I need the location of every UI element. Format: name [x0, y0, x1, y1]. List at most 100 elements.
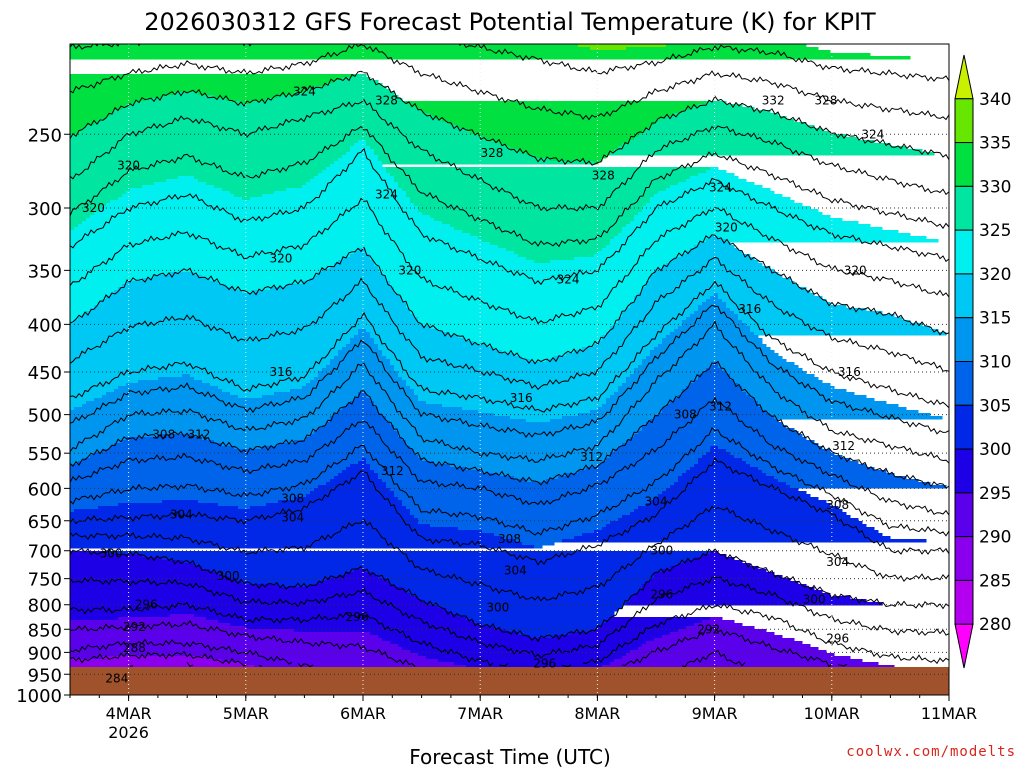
contour-fill-cell — [478, 134, 639, 138]
contour-fill-cell — [222, 389, 291, 393]
contour-fill-cell — [102, 395, 239, 399]
contour-fill-cell — [70, 419, 331, 423]
contour-fill-cell — [378, 155, 535, 159]
contour-line — [70, 44, 949, 82]
contour-fill-cell — [382, 638, 655, 642]
contour-fill-cell — [74, 227, 455, 231]
contour-label: 320 — [117, 158, 140, 172]
contour-fill-cell — [482, 470, 579, 474]
contour-fill-cell — [666, 488, 799, 492]
contour-fill-cell — [326, 482, 387, 486]
contour-fill-cell — [70, 620, 219, 624]
contour-fill-cell — [390, 173, 699, 177]
contour-fill-cell — [658, 344, 767, 348]
contour-fill-cell — [98, 119, 443, 123]
contour-fill-cell — [382, 350, 503, 354]
contour-fill-cell — [662, 338, 763, 342]
contour-fill-cell — [70, 374, 183, 378]
contour-fill-cell — [614, 149, 923, 153]
contour-fill-cell — [790, 485, 947, 489]
contour-fill-cell — [750, 329, 939, 333]
contour-fill-cell — [386, 578, 651, 582]
contour-fill-cell — [430, 215, 635, 219]
y-tick-label: 250 — [28, 125, 62, 146]
contour-fill-cell — [694, 380, 735, 384]
contour-fill-cell — [558, 476, 679, 480]
contour-fill-cell — [766, 473, 895, 477]
contour-fill-cell — [354, 569, 367, 573]
y-tick-label: 300 — [28, 199, 62, 220]
contour-fill-cell — [70, 188, 131, 192]
contour-fill-cell — [70, 161, 335, 165]
contour-fill-cell — [70, 170, 323, 174]
contour-fill-cell — [566, 473, 683, 477]
contour-fill-cell — [626, 377, 699, 381]
contour-fill-cell — [78, 317, 419, 321]
contour-fill-cell — [450, 224, 627, 228]
contour-fill-cell — [474, 341, 599, 345]
colorbar-label: 285 — [979, 571, 1011, 591]
colorbar-label: 280 — [979, 615, 1011, 635]
contour-fill-cell — [386, 356, 523, 360]
contour-fill-cell — [694, 464, 751, 468]
contour-fill-cell — [494, 413, 579, 417]
contour-fill-cell — [738, 317, 903, 321]
contour-fill-cell — [386, 485, 671, 489]
contour-fill-cell — [386, 278, 651, 282]
contour-fill-cell — [70, 119, 99, 123]
contour-fill-cell — [674, 113, 779, 117]
contour-fill-cell — [70, 287, 119, 291]
contour-label: 304 — [826, 555, 849, 569]
contour-fill-cell — [634, 434, 803, 438]
contour-fill-cell — [390, 488, 667, 492]
contour-fill-cell — [406, 440, 627, 444]
contour-fill-cell — [174, 92, 199, 96]
colorbar-bin — [954, 361, 974, 406]
contour-fill-cell — [114, 110, 423, 114]
contour-fill-cell — [70, 359, 331, 363]
contour-fill-cell — [70, 116, 107, 120]
contour-fill-cell — [70, 248, 359, 252]
contour-fill-cell — [722, 299, 827, 303]
contour-fill-cell — [322, 368, 395, 372]
contour-fill-cell — [370, 335, 459, 339]
contour-fill-cell — [574, 536, 891, 540]
contour-fill-cell — [70, 443, 115, 447]
contour-fill-cell — [638, 647, 819, 651]
contour-fill-cell — [378, 269, 655, 273]
contour-fill-cell — [118, 197, 243, 201]
contour-fill-cell — [638, 506, 839, 510]
contour-fill-cell — [70, 662, 243, 666]
contour-fill-cell — [70, 314, 83, 318]
contour-fill-cell — [70, 341, 351, 345]
contour-fill-cell — [662, 266, 771, 270]
contour-fill-cell — [374, 149, 519, 153]
contour-fill-cell — [398, 293, 639, 297]
contour-fill-cell — [650, 350, 775, 354]
contour-fill-cell — [646, 281, 795, 285]
contour-fill-cell — [442, 404, 603, 408]
contour-fill-cell — [70, 551, 107, 555]
contour-fill-cell — [70, 263, 335, 267]
contour-fill-cell — [718, 236, 927, 240]
contour-fill-cell — [86, 311, 411, 315]
contour-fill-cell — [418, 518, 619, 522]
y-tick-label: 900 — [28, 643, 62, 664]
contour-fill-cell — [330, 164, 383, 168]
contour-fill-cell — [606, 524, 867, 528]
contour-label: 328 — [480, 146, 503, 160]
contour-fill-cell — [626, 47, 819, 51]
ground-layer — [70, 667, 949, 695]
contour-fill-cell — [506, 248, 603, 252]
contour-fill-cell — [478, 236, 615, 240]
contour-fill-cell — [366, 569, 663, 573]
contour-fill-cell — [226, 575, 339, 579]
contour-labels-layer: 324 328 332 328 320 328 328 324 324 324 320 320 320 3… — [82, 85, 884, 686]
contour-fill-cell — [70, 650, 411, 654]
contour-fill-cell — [422, 212, 639, 216]
contour-fill-cell — [702, 554, 727, 558]
contour-fill-cell — [622, 443, 819, 447]
contour-fill-cell — [114, 290, 243, 294]
contour-fill-cell — [102, 206, 419, 210]
